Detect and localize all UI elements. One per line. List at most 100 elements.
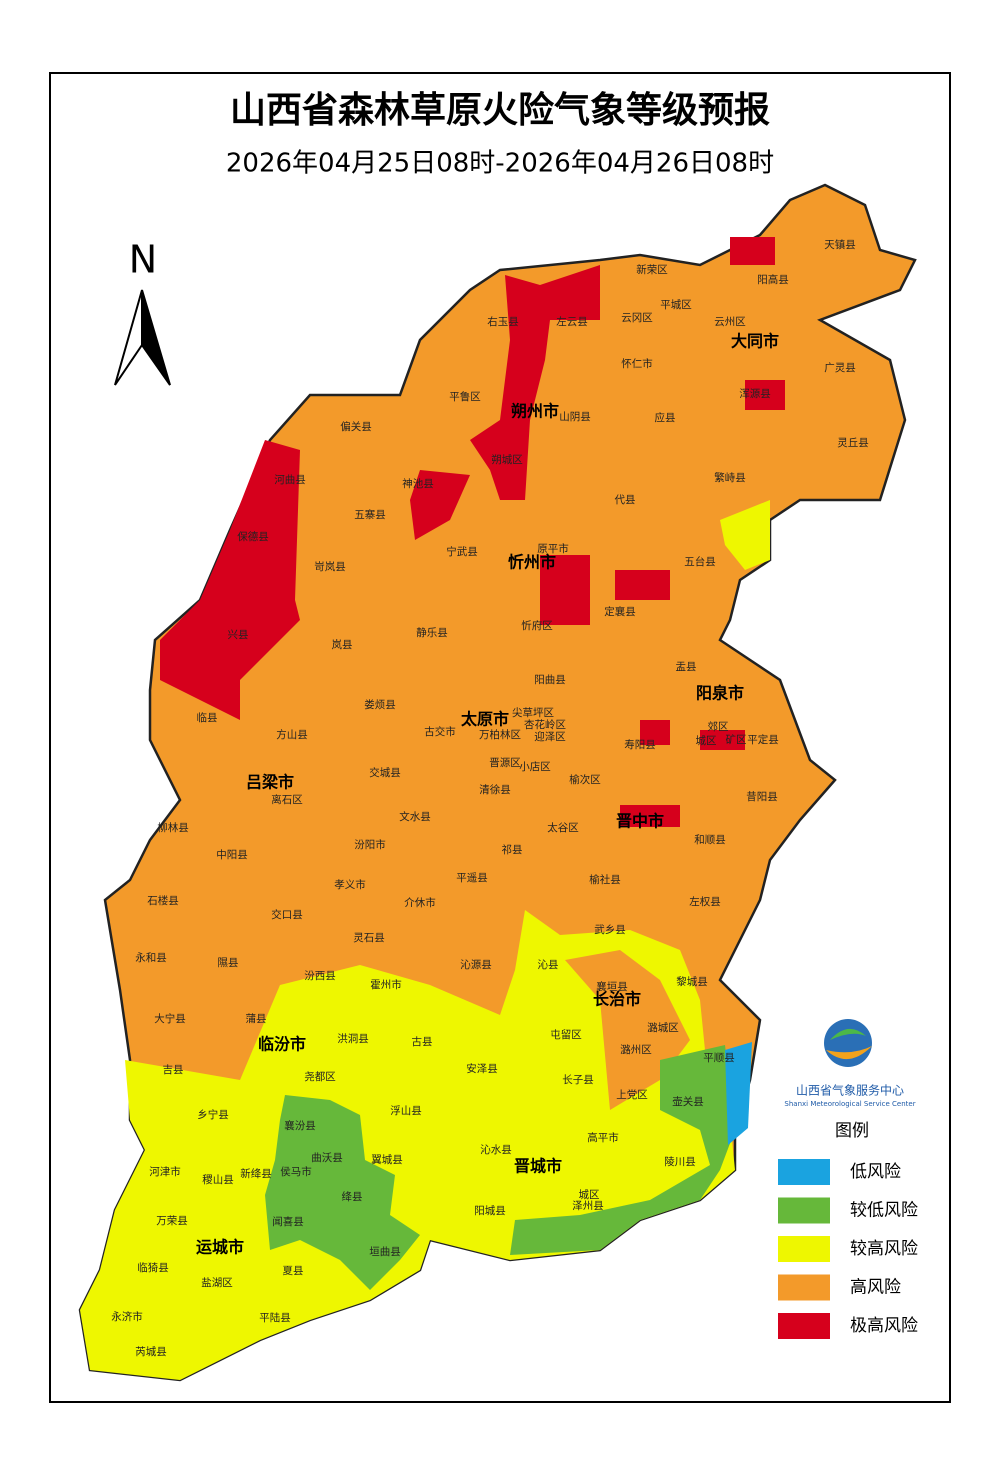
county-label: 忻府区 <box>521 619 553 632</box>
county-label: 左云县 <box>556 315 588 328</box>
county-label: 黎城县 <box>676 975 708 988</box>
extreme-risk-area <box>640 720 670 745</box>
city-label: 长治市 <box>593 990 641 1009</box>
county-label: 榆次区 <box>569 773 601 786</box>
county-label: 潞城区 <box>647 1021 679 1034</box>
county-label: 闻喜县 <box>272 1215 304 1228</box>
county-label: 代县 <box>615 494 636 506</box>
county-label: 榆社县 <box>589 873 621 886</box>
city-label: 阳泉市 <box>696 684 744 703</box>
logo-name: 山西省气象服务中心 <box>796 1083 904 1098</box>
lower-risk-area <box>265 1095 420 1290</box>
county-label: 兴县 <box>228 629 249 641</box>
north-label: N <box>129 238 157 282</box>
city-label: 运城市 <box>196 1238 244 1257</box>
county-label: 临猗县 <box>137 1261 169 1274</box>
county-label: 浮山县 <box>390 1105 422 1117</box>
county-label: 新荣区 <box>636 263 668 276</box>
legend-swatch <box>778 1159 830 1185</box>
county-label: 平鲁区 <box>449 390 481 403</box>
extreme-risk-area <box>540 555 590 625</box>
county-label: 平定县 <box>747 733 779 746</box>
county-label: 平城区 <box>660 299 692 311</box>
county-label: 阳曲县 <box>534 674 566 686</box>
logo-mark <box>824 1019 872 1067</box>
legend-swatch <box>778 1274 830 1301</box>
county-label: 怀仁市 <box>621 357 653 370</box>
county-label: 永和县 <box>135 951 167 964</box>
extreme-risk-area <box>730 237 775 265</box>
county-label: 右玉县 <box>487 315 519 328</box>
county-label: 盐湖区 <box>201 1276 233 1289</box>
county-label: 广灵县 <box>824 362 856 374</box>
logo: 山西省气象服务中心 Shanxi Meteorological Service … <box>784 1019 916 1108</box>
extreme-risk-area <box>620 805 680 827</box>
county-label: 垣曲县 <box>369 1246 401 1258</box>
logo-name-en: Shanxi Meteorological Service Center <box>784 1100 915 1108</box>
county-label: 五台县 <box>684 555 716 568</box>
city-label: 晋中市 <box>616 812 664 831</box>
county-label: 潞州区 <box>620 1043 652 1056</box>
county-label: 云州区 <box>714 316 746 328</box>
legend-swatch <box>778 1313 830 1339</box>
county-label: 高平市 <box>587 1131 619 1144</box>
county-label: 万荣县 <box>156 1215 188 1227</box>
city-label: 大同市 <box>731 332 779 351</box>
county-label: 左权县 <box>689 895 721 908</box>
extreme-risk-area <box>745 380 785 410</box>
extreme-risk-area <box>160 440 300 720</box>
county-label: 稷山县 <box>202 1174 234 1186</box>
risk-regions <box>78 183 917 1382</box>
county-label: 原平市 <box>537 542 569 555</box>
legend-label: 较高风险 <box>850 1239 918 1259</box>
county-label: 芮城县 <box>135 1345 167 1358</box>
county-label: 交城县 <box>369 766 401 779</box>
county-label: 陵川县 <box>664 1156 696 1168</box>
legend-label: 高风险 <box>850 1278 901 1298</box>
county-label: 云冈区 <box>621 312 653 324</box>
county-label: 五寨县 <box>354 508 386 521</box>
county-label: 古县 <box>412 1035 433 1048</box>
county-label: 夏县 <box>283 1265 304 1277</box>
county-label: 大宁县 <box>154 1012 186 1025</box>
county-label: 襄汾县 <box>284 1119 316 1132</box>
county-label: 清徐县 <box>479 783 511 796</box>
county-label: 绛县 <box>342 1190 363 1203</box>
higher-risk-pocket <box>720 500 770 570</box>
low-risk-area <box>725 1042 752 1145</box>
county-label: 娄烦县 <box>364 698 396 711</box>
county-label: 尖草坪区 <box>512 706 554 719</box>
county-label: 神池县 <box>402 477 434 490</box>
county-label: 灵石县 <box>353 932 385 944</box>
county-label: 沁县 <box>538 959 559 971</box>
county-label: 襄垣县 <box>596 980 628 993</box>
legend-label: 较低风险 <box>850 1201 918 1221</box>
county-label: 隰县 <box>218 957 239 969</box>
county-label: 中阳县 <box>216 848 248 861</box>
county-label: 山阴县 <box>559 411 591 423</box>
county-label: 宁武县 <box>446 545 478 558</box>
county-label: 汾西县 <box>304 970 336 982</box>
county-label: 城区 <box>579 1189 600 1201</box>
county-label: 柳林县 <box>157 821 189 834</box>
county-label: 偏关县 <box>340 420 372 433</box>
county-label: 阳城县 <box>474 1205 506 1217</box>
county-label: 太谷区 <box>547 821 579 834</box>
county-label: 永济市 <box>111 1310 143 1323</box>
county-label: 天镇县 <box>824 238 856 251</box>
county-label: 和顺县 <box>694 834 726 846</box>
county-label: 壶关县 <box>672 1095 704 1108</box>
county-label: 小店区 <box>519 760 551 773</box>
county-label: 吉县 <box>163 1064 184 1076</box>
county-label: 保德县 <box>237 530 269 543</box>
city-label: 朔州市 <box>511 402 559 421</box>
extreme-risk-area <box>700 730 745 750</box>
county-label: 长子县 <box>562 1074 594 1086</box>
county-label: 晋源区 <box>489 756 521 769</box>
extreme-risk-area <box>470 265 600 500</box>
county-label: 河曲县 <box>274 474 306 486</box>
county-label: 曲沃县 <box>311 1152 343 1164</box>
county-label: 矿区 <box>726 733 747 746</box>
